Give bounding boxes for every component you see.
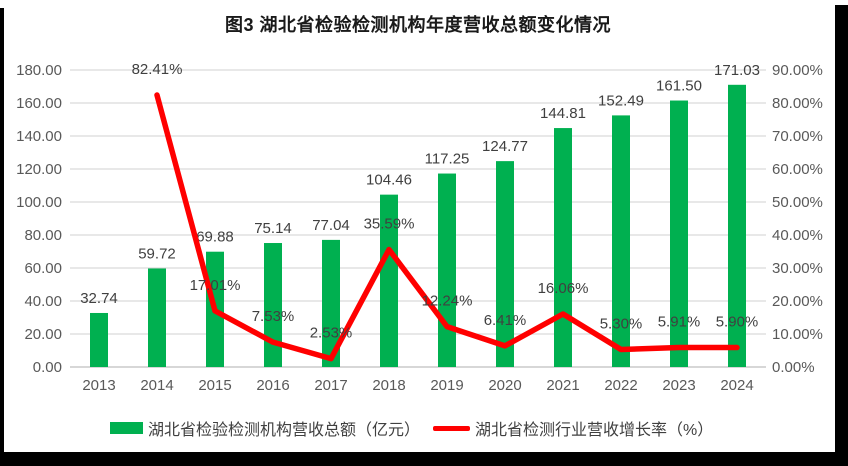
line-value-label: 35.59% [364,216,415,233]
x-axis-label: 2023 [662,377,695,394]
right-axis-tick: 0.00% [772,359,815,376]
bar-2022 [612,115,630,367]
left-axis-tick: 160.00 [16,95,62,112]
bar-2024 [728,84,746,367]
bar-value-label: 69.88 [196,229,234,246]
right-axis-tick: 70.00% [772,128,823,145]
left-axis-tick: 40.00 [24,293,62,310]
line-value-label: 5.30% [600,316,643,333]
line-value-label: 7.53% [252,308,295,325]
x-axis-label: 2021 [546,377,579,394]
right-axis-tick: 20.00% [772,293,823,310]
growth-rate-line [154,92,740,362]
legend-line-swatch [433,425,471,431]
line-value-label: 17.01% [190,277,241,294]
bar-value-label: 124.77 [482,138,528,155]
chart-legend: 湖北省检验检测机构营收总额（亿元） 湖北省检测行业营收增长率（%） [110,416,713,440]
bar-value-label: 77.04 [312,217,350,234]
bar-2014 [148,268,166,367]
right-axis-tick: 30.00% [772,260,823,277]
legend-bar-swatch [110,422,143,434]
bar-2020 [496,161,514,367]
screen-edge-bottom [0,452,848,466]
line-value-label: 5.91% [658,313,701,330]
bar-2018 [380,194,398,367]
bar-2016 [264,243,282,367]
line-value-label: 16.06% [538,280,589,297]
left-axis-tick: 180.00 [16,62,62,79]
left-axis-tick: 60.00 [24,260,62,277]
x-axis-label: 2013 [82,377,115,394]
legend-line-label: 湖北省检测行业营收增长率（%） [475,422,714,439]
screen-edge-right [835,5,848,466]
line-value-label: 5.90% [716,314,759,331]
left-axis-tick: 120.00 [16,161,62,178]
bar-2019 [438,173,456,367]
right-axis-tick: 50.00% [772,194,823,211]
x-axis-label: 2022 [604,377,637,394]
right-axis-tick: 60.00% [772,161,823,178]
x-axis-label: 2016 [256,377,289,394]
bar-value-label: 171.03 [714,62,760,79]
bar-2013 [90,312,108,367]
bar-value-label: 32.74 [80,290,118,307]
bar-2023 [670,100,688,368]
bar-value-label: 104.46 [366,172,412,189]
bar-value-label: 117.25 [425,151,470,168]
line-value-label: 82.41% [132,61,183,78]
x-axis-label: 2024 [720,377,753,394]
x-axis-label: 2014 [140,377,173,394]
bar-value-label: 152.49 [598,92,644,109]
right-axis-tick: 40.00% [772,227,823,244]
bar-value-label: 59.72 [138,245,176,262]
bar-value-label: 144.81 [540,105,586,122]
legend-bar-label: 湖北省检验检测机构营收总额（亿元） [148,422,421,439]
left-axis-tick: 20.00 [24,326,62,343]
bar-value-label: 75.14 [254,220,292,237]
x-axis-label: 2020 [488,377,521,394]
chart-title: 图3 湖北省检验检测机构年度营收总额变化情况 [224,15,611,35]
left-axis-tick: 0.00 [33,359,62,376]
x-axis-label: 2017 [314,377,347,394]
line-value-label: 6.41% [484,312,527,329]
line-value-label: 12.24% [422,293,473,310]
right-axis-tick: 80.00% [772,95,823,112]
x-axis-label: 2018 [372,377,405,394]
bar-2017 [322,239,340,367]
right-axis-tick: 90.00% [772,62,823,79]
x-axis-label: 2019 [430,377,463,394]
left-axis-tick: 140.00 [16,128,62,145]
screen-edge-left [0,8,4,466]
right-axis-tick: 10.00% [772,326,823,343]
left-axis-tick: 100.00 [16,194,62,211]
line-value-label: 2.53% [310,325,353,342]
left-axis-tick: 80.00 [24,227,62,244]
bar-2021 [554,128,572,367]
bar-value-label: 161.50 [656,78,702,95]
x-axis-label: 2015 [198,377,231,394]
